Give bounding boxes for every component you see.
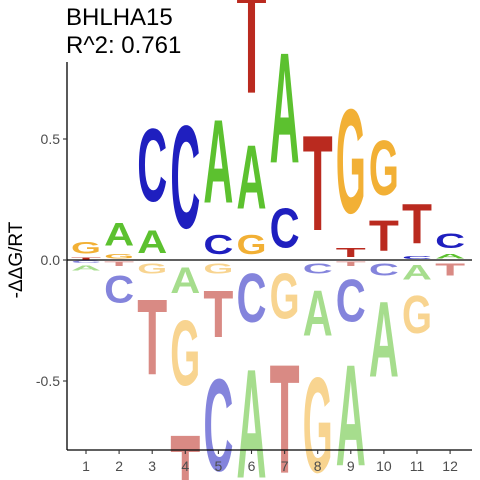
x-tick-label: 3 [148, 458, 156, 474]
y-axis-label: -ΔΔG/RT [6, 221, 27, 298]
logo-letter-g-pos10: G [369, 125, 399, 212]
logo-letter-g-pos8: G [303, 350, 333, 480]
logo-letter-g-pos7: G [270, 261, 300, 333]
x-tick-label: 4 [181, 458, 189, 474]
logo-letter-a-pos12: A [435, 253, 465, 260]
axes-layer: 0.50.0-0.51 2 3 4 5 6 7 8 9 10 11 12 [36, 62, 472, 474]
logo-letter-c-pos7: C [270, 198, 300, 261]
logo-letter-a-pos1: A [71, 264, 101, 272]
x-tick-label: 12 [442, 458, 458, 474]
logo-letter-c-pos6: C [237, 260, 267, 338]
logo-letter-t-pos7: T [270, 334, 300, 480]
logo-letter-t-pos9: T [336, 245, 366, 260]
logo-letter-a-pos7: A [270, 22, 300, 197]
logo-letter-t-pos8: T [303, 106, 333, 259]
logo-letter-t-pos4: T [170, 404, 200, 480]
logo-letter-c-pos2: C [104, 267, 134, 310]
logo-letter-g-pos3: G [137, 260, 167, 277]
logo-letter-a-pos2: A [104, 216, 134, 253]
logo-letter-a-pos9: A [336, 335, 366, 480]
logo-letter-a-pos4: A [170, 261, 200, 301]
logo-letter-t-pos3: T [137, 276, 167, 397]
logo-letter-c-pos12: C [435, 229, 465, 253]
logo-letter-c-pos5: C [203, 352, 233, 480]
logo-letter-t-pos1: T [71, 257, 101, 260]
letters-layer: TGCAGATCACGTCAGTCAGTCGATCACAGTTCAGTGTCAT… [71, 0, 466, 480]
logo-letter-g-pos5: G [203, 260, 233, 277]
logo-letter-t-pos11: T [402, 193, 432, 256]
y-tick-label: -0.5 [36, 373, 60, 389]
logo-letter-t-pos5: T [203, 278, 233, 352]
logo-letter-a-pos8: A [303, 277, 333, 350]
logo-letter-g-pos2: G [104, 253, 134, 260]
y-tick-label: 0.0 [41, 252, 61, 268]
logo-letter-a-pos5: A [203, 94, 233, 228]
y-axis-label-group: -ΔΔG/RT [6, 221, 27, 298]
logo-letter-a-pos11: A [402, 261, 432, 285]
x-tick-label: 8 [314, 458, 322, 474]
chart-subtitle: R^2: 0.761 [66, 32, 182, 59]
logo-letter-t-pos6: T [237, 0, 267, 126]
x-tick-label: 7 [281, 458, 289, 474]
logo-letter-g-pos9: G [336, 79, 366, 246]
x-tick-label: 11 [410, 458, 425, 474]
logo-letter-a-pos10: A [369, 280, 399, 400]
logo-letter-g-pos11: G [402, 284, 432, 344]
logo-letter-c-pos8: C [303, 260, 333, 277]
logo-letter-c-pos4: C [170, 94, 200, 259]
logo-letter-c-pos9: C [336, 267, 366, 335]
logo-letter-a-pos6: A [237, 338, 267, 480]
x-tick-label: 2 [115, 458, 123, 474]
y-tick-label: 0.5 [41, 131, 61, 147]
logo-letter-g-pos1: G [71, 239, 101, 257]
x-tick-label: 5 [215, 458, 223, 474]
logo-letter-t-pos10: T [369, 211, 399, 260]
logo-letter-g-pos4: G [170, 302, 200, 405]
logo-letter-c-pos11: C [402, 255, 432, 260]
x-tick-label: 6 [248, 458, 256, 474]
logo-letter-c-pos10: C [369, 260, 399, 280]
logo-letter-g-pos6: G [237, 229, 267, 261]
x-tick-label: 9 [347, 458, 355, 474]
logo-letter-a-pos3: A [137, 223, 167, 260]
logo-letter-c-pos5: C [203, 228, 233, 260]
logo-letter-c-pos1: C [71, 260, 101, 264]
logo-letter-c-pos3: C [137, 106, 167, 223]
logo-letter-a-pos6: A [236, 126, 266, 228]
logo-letter-t-pos9: T [336, 260, 367, 267]
x-tick-label: 10 [376, 458, 392, 474]
chart-title: BHLHA15 [66, 4, 173, 31]
logo-letter-t-pos2: T [104, 260, 135, 267]
logo-letter-t-pos12: T [435, 260, 466, 279]
x-tick-label: 1 [82, 458, 90, 474]
